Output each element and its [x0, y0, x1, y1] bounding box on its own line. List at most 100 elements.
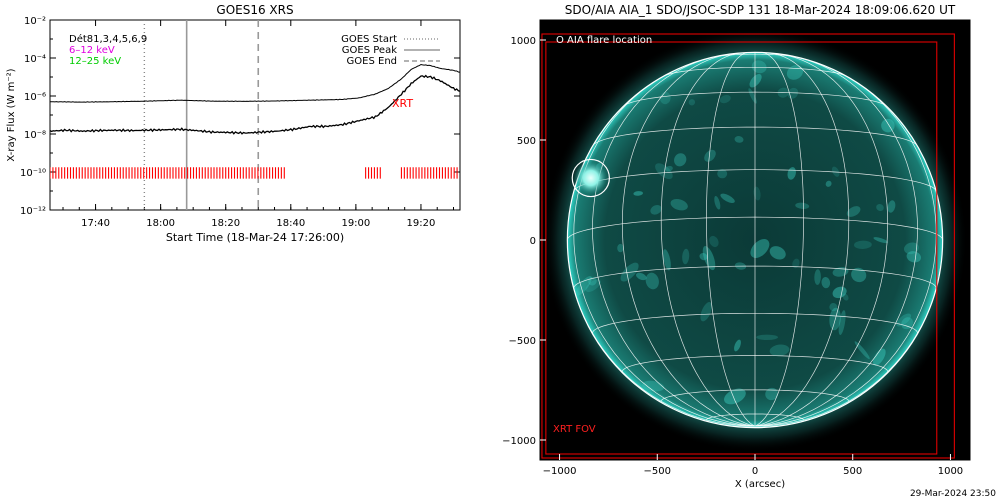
- active-region-patch: [846, 206, 861, 217]
- active-region-patch: [724, 388, 746, 405]
- aia-y-tick-label: 1000: [511, 36, 536, 47]
- active-region-patch: [670, 199, 688, 211]
- goes-x-label: Start Time (18-Mar-24 17:26:00): [166, 231, 344, 244]
- active-region-patch: [896, 313, 912, 327]
- active-region-patch: [709, 235, 719, 248]
- longitude-line: [621, 54, 756, 427]
- goes-legend-right-entry: GOES Start: [341, 34, 397, 45]
- active-region-patch: [714, 196, 721, 210]
- xrt-annotation: XRT: [392, 97, 413, 110]
- goes-y-tick-label: 10⁻⁸: [24, 130, 46, 141]
- goes-series-long: [50, 63, 460, 103]
- xrt-observation-ticks: [50, 167, 458, 179]
- goes-y-tick-label: 10⁻⁴: [24, 54, 46, 65]
- active-region-patch: [814, 269, 821, 285]
- xrt-fov-box: [545, 41, 938, 455]
- goes-legend-right-entry: GOES End: [347, 56, 397, 67]
- active-region-patch: [749, 74, 762, 88]
- active-region-patch: [832, 286, 847, 299]
- active-region-patch: [887, 200, 896, 213]
- goes-plot-area: 10⁻¹² 10⁻¹⁰ 10⁻⁸ 10⁻⁶ 10⁻⁴ 10⁻² 17:40 18:00 18:…: [20, 16, 461, 229]
- goes-legend-right-entry: GOES Peak: [342, 45, 397, 56]
- active-region-patch: [576, 275, 592, 296]
- aia-x-label: X (arcsec): [735, 479, 785, 490]
- active-region-patch: [734, 339, 741, 352]
- active-region-patch: [662, 249, 671, 271]
- goes-x-tick-label: 18:00: [146, 218, 175, 229]
- active-region-patch: [585, 279, 601, 293]
- active-region-patch: [851, 267, 867, 283]
- longitude-line: [754, 52, 804, 427]
- longitude-line: [754, 71, 937, 427]
- active-region-patch: [751, 60, 767, 74]
- active-region-patch: [700, 302, 712, 322]
- goes-x-axis: 17:40 18:00 18:20 18:40 19:00 19:20: [62, 20, 454, 229]
- goes-legend-left-entry: Dét81,3,4,5,6,9: [69, 33, 147, 45]
- aia-x-tick-label: 500: [843, 466, 862, 477]
- active-region-patch: [650, 204, 662, 215]
- active-region-patch: [769, 246, 786, 260]
- active-region-patch: [873, 237, 888, 244]
- longitude-line: [754, 52, 850, 427]
- active-region-patch: [825, 180, 832, 187]
- active-region-patch: [769, 344, 790, 357]
- flare-location-circle: [571, 158, 610, 198]
- active-region-patch: [717, 169, 728, 179]
- active-region-patch: [734, 136, 744, 143]
- aia-x-tick-label: 0: [752, 466, 758, 477]
- aia-x-axis: −1000 −500 0 500 1000: [543, 454, 963, 477]
- active-region-patch: [765, 387, 779, 401]
- goes-x-tick-label: 17:40: [81, 218, 110, 229]
- longitude-line: [573, 71, 756, 427]
- active-region-patch: [829, 303, 838, 312]
- longitude-line: [660, 52, 756, 427]
- active-region-patch: [821, 277, 831, 289]
- active-region-patch: [704, 149, 716, 162]
- active-region-patch: [854, 240, 872, 250]
- xrt-fov-label: XRT FOV: [553, 424, 596, 435]
- active-region-patch: [842, 293, 849, 301]
- flare-location-label: O AIA flare location: [556, 35, 652, 46]
- xrt-fov-box: [541, 33, 955, 459]
- goes-series-short: [50, 74, 460, 135]
- active-region-patch: [832, 267, 849, 277]
- goes-series: [50, 63, 460, 135]
- longitude-line: [754, 56, 918, 427]
- active-region-patch: [617, 243, 624, 253]
- footer-timestamp: 29-Mar-2024 23:50: [910, 489, 996, 499]
- sun-limb: [566, 51, 944, 429]
- goes-x-tick-label: 18:40: [276, 218, 305, 229]
- active-region-patch: [688, 99, 696, 106]
- active-region-patch: [674, 153, 687, 167]
- goes-y-tick-label: 10⁻¹²: [20, 206, 46, 217]
- goes-legend-left-entry: 6–12 keV: [69, 45, 115, 56]
- active-region-patch: [682, 248, 690, 265]
- active-region-patch: [906, 251, 921, 263]
- aia-y-tick-label: −500: [509, 336, 536, 347]
- goes-x-tick-label: 19:20: [407, 218, 436, 229]
- aia-x-tick-label: 1000: [938, 466, 963, 477]
- active-region-patch: [854, 341, 870, 360]
- aia-x-tick-label: −1000: [543, 466, 577, 477]
- longitude-line: [706, 52, 756, 427]
- aia-y-tick-label: −1000: [502, 436, 536, 447]
- active-region-patch: [903, 242, 919, 255]
- active-region-patch: [720, 193, 735, 203]
- goes-y-tick-label: 10⁻²: [24, 16, 46, 27]
- aia-y-axis: −1000 −500 0 500 1000: [502, 36, 546, 447]
- aia-panel: SDO/AIA AIA_1 SDO/JSOC-SDP 131 18-Mar-20…: [502, 3, 971, 490]
- goes-event-lines: [143, 20, 260, 210]
- active-region-patch: [636, 272, 647, 281]
- active-region-patch: [719, 95, 731, 104]
- active-region-patch: [756, 334, 778, 340]
- active-region-patch: [792, 258, 800, 269]
- active-region-patch: [633, 191, 643, 196]
- aia-y-tick-label: 0: [530, 236, 536, 247]
- goes-title: GOES16 XRS: [216, 3, 293, 17]
- active-region-patch: [665, 165, 673, 172]
- aia-y-tick-label: 500: [517, 136, 536, 147]
- xrt-fov-boxes: [541, 33, 955, 459]
